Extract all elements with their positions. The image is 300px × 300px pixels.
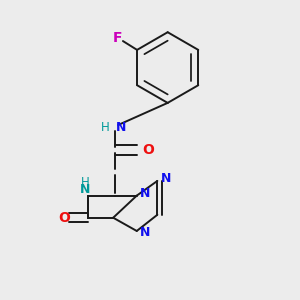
Text: N: N [116, 122, 127, 134]
Text: F: F [112, 31, 122, 44]
Text: N: N [140, 187, 151, 200]
Text: N: N [80, 183, 90, 196]
Text: N: N [161, 172, 171, 185]
Text: H: H [81, 176, 90, 189]
Text: O: O [142, 143, 154, 157]
Text: O: O [59, 211, 70, 225]
Text: H: H [100, 122, 109, 134]
Text: N: N [140, 226, 151, 239]
